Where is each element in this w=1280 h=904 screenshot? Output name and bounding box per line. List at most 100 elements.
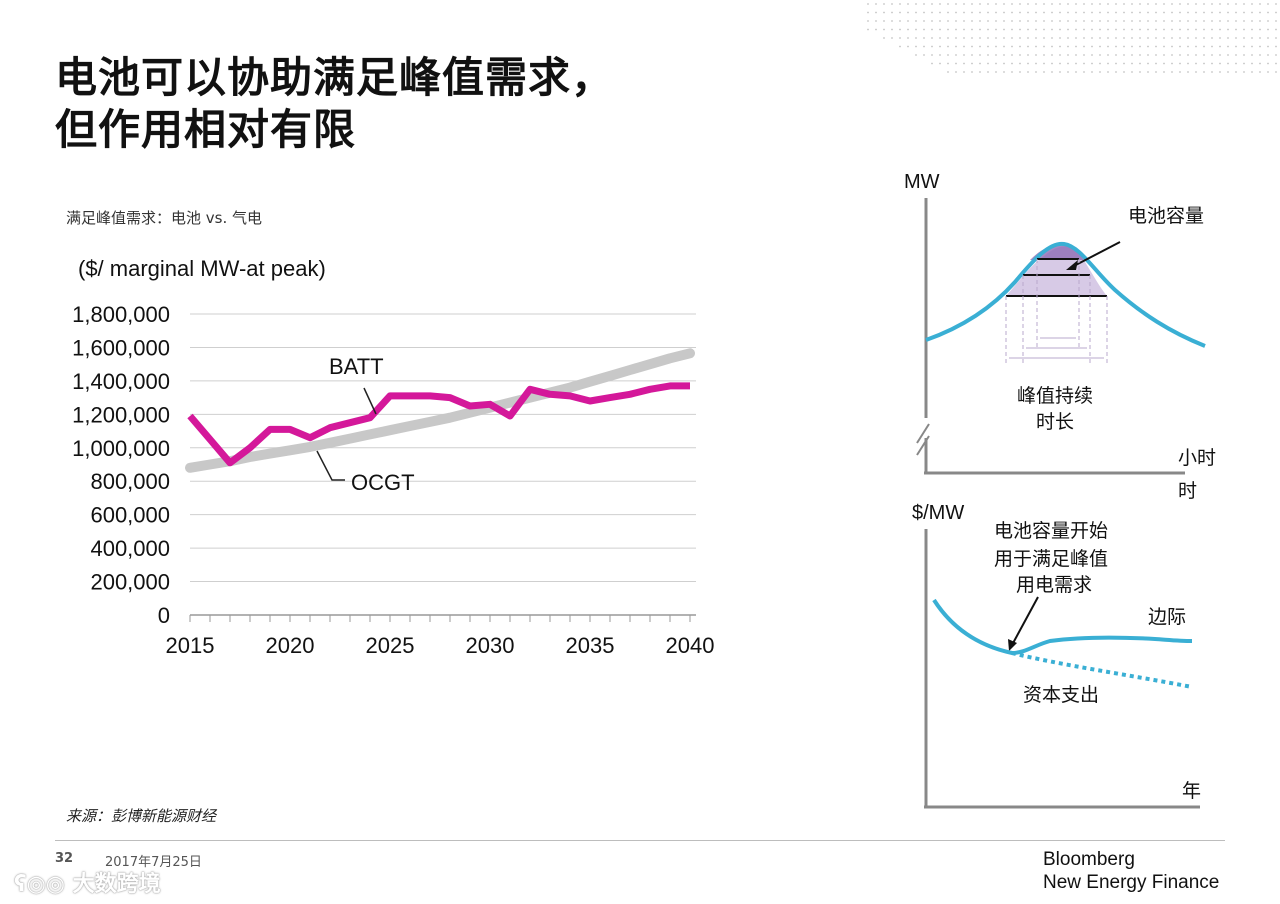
note-arrow-head bbox=[1008, 639, 1017, 651]
decorative-dot bbox=[1275, 11, 1277, 14]
decorative-dot bbox=[1267, 54, 1269, 56]
decorative-dot bbox=[1163, 62, 1165, 65]
decorative-dot bbox=[1099, 62, 1101, 65]
decorative-dot bbox=[1203, 28, 1205, 31]
battery-capacity-label: 电池容量 bbox=[1128, 205, 1204, 227]
note-line-3: 用电需求 bbox=[1016, 574, 1092, 596]
decorative-dot bbox=[1131, 37, 1133, 39]
decorative-dot bbox=[1123, 28, 1125, 31]
decorative-dot bbox=[1035, 45, 1037, 48]
decorative-dot bbox=[1131, 28, 1133, 31]
decorative-dot bbox=[1171, 3, 1173, 5]
decorative-dot bbox=[987, 3, 989, 5]
decorative-dot bbox=[963, 54, 965, 56]
decorative-dot bbox=[1179, 11, 1181, 14]
decorative-dot bbox=[1035, 54, 1037, 56]
decorative-dot bbox=[979, 11, 981, 14]
decorative-dot bbox=[1211, 45, 1213, 48]
decorative-dot bbox=[939, 28, 941, 31]
decorative-dot bbox=[1075, 20, 1077, 22]
footer-divider bbox=[55, 840, 1225, 841]
decorative-dot bbox=[1051, 28, 1053, 31]
decorative-dot bbox=[1203, 37, 1205, 39]
decorative-dot bbox=[1163, 54, 1165, 56]
decorative-dot bbox=[1139, 54, 1141, 56]
decorative-dot bbox=[891, 37, 893, 39]
y-tick-label: 800,000 bbox=[90, 469, 170, 494]
decorative-dot bbox=[955, 3, 957, 5]
decorative-dot bbox=[899, 3, 901, 5]
decorative-dot bbox=[1059, 28, 1061, 31]
decorative-dot bbox=[1107, 11, 1109, 14]
decorative-dot bbox=[1107, 45, 1109, 48]
y-tick-label: 1,000,000 bbox=[72, 436, 170, 461]
decorative-dot bbox=[1195, 71, 1197, 73]
decorative-dot bbox=[1075, 62, 1077, 65]
decorative-dot bbox=[1059, 11, 1061, 14]
decorative-dot bbox=[1179, 37, 1181, 39]
decorative-dot bbox=[1067, 62, 1069, 65]
decorative-dot bbox=[1235, 45, 1237, 48]
decorative-dot bbox=[1123, 62, 1125, 65]
decorative-dot bbox=[1195, 28, 1197, 31]
decorative-dot bbox=[1187, 28, 1189, 31]
decorative-dot bbox=[1051, 45, 1053, 48]
decorative-dot bbox=[1067, 71, 1069, 73]
decorative-dot bbox=[923, 37, 925, 39]
decorative-dot bbox=[1267, 3, 1269, 5]
decorative-dot bbox=[867, 11, 869, 14]
decorative-dot bbox=[1243, 3, 1245, 5]
decorative-dot bbox=[1139, 45, 1141, 48]
decorative-dot bbox=[915, 45, 917, 48]
decorative-dot bbox=[1219, 11, 1221, 14]
decorative-dot bbox=[1227, 62, 1229, 65]
decorative-dot bbox=[1107, 28, 1109, 31]
x-tick-label: 2020 bbox=[266, 633, 315, 658]
decorative-dot bbox=[963, 45, 965, 48]
decorative-dot bbox=[1099, 45, 1101, 48]
decorative-dot bbox=[1027, 45, 1029, 48]
decorative-dot bbox=[915, 54, 917, 56]
decorative-dot bbox=[1003, 54, 1005, 56]
decorative-dot bbox=[947, 11, 949, 14]
decorative-dot bbox=[1251, 62, 1253, 65]
decorative-dot bbox=[875, 11, 877, 14]
decorative-dot bbox=[1115, 3, 1117, 5]
decorative-dot bbox=[1099, 37, 1101, 39]
axis-break-mark-1 bbox=[916, 423, 930, 444]
decorative-dot bbox=[907, 45, 909, 48]
decorative-dot bbox=[955, 37, 957, 39]
capex-dashed-curve bbox=[1011, 651, 1193, 689]
decorative-dot bbox=[1115, 71, 1117, 73]
brand-logo-text: Bloomberg New Energy Finance bbox=[1043, 848, 1219, 894]
decorative-dot bbox=[923, 45, 925, 48]
peak-shaded-area bbox=[1006, 244, 1107, 296]
decorative-dot bbox=[1243, 20, 1245, 22]
decorative-dot bbox=[955, 28, 957, 31]
x-axis bbox=[189, 614, 696, 622]
decorative-dot bbox=[1259, 71, 1261, 73]
decorative-dot bbox=[1179, 3, 1181, 5]
decorative-dot bbox=[1067, 20, 1069, 22]
decorative-dot bbox=[1131, 54, 1133, 56]
decorative-dot bbox=[995, 3, 997, 5]
decorative-dot bbox=[1179, 71, 1181, 73]
brand-line-2: New Energy Finance bbox=[1043, 872, 1220, 893]
decorative-dot bbox=[1275, 45, 1277, 48]
decorative-dot bbox=[1235, 3, 1237, 5]
decorative-dot bbox=[1035, 20, 1037, 22]
decorative-dot bbox=[1203, 71, 1205, 73]
decorative-dot bbox=[1051, 3, 1053, 5]
decorative-dot bbox=[1211, 37, 1213, 39]
decorative-dot bbox=[1267, 28, 1269, 31]
decorative-dot bbox=[939, 3, 941, 5]
decorative-dot bbox=[1187, 54, 1189, 56]
decorative-dot bbox=[1267, 71, 1269, 73]
decorative-dot bbox=[899, 11, 901, 14]
decorative-dot bbox=[1219, 71, 1221, 73]
decorative-dot bbox=[1019, 28, 1021, 31]
decorative-dot bbox=[931, 37, 933, 39]
decorative-dot bbox=[1211, 3, 1213, 5]
decorative-dot bbox=[987, 45, 989, 48]
cost-axis-label: $/MW bbox=[912, 502, 964, 524]
